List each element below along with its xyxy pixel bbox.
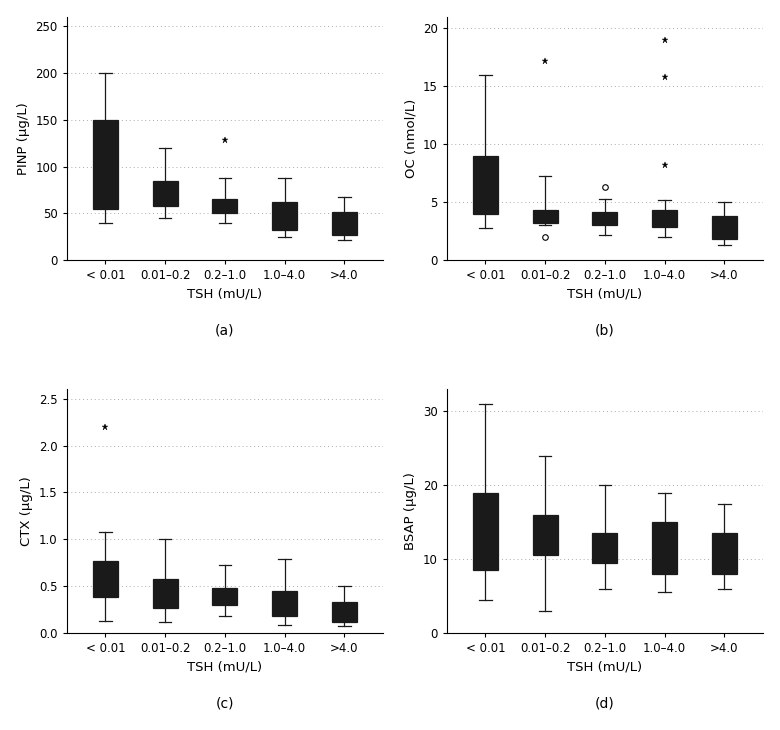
- PathPatch shape: [712, 216, 737, 239]
- PathPatch shape: [93, 120, 118, 209]
- PathPatch shape: [473, 493, 498, 570]
- Y-axis label: OC (nmol/L): OC (nmol/L): [404, 99, 417, 178]
- PathPatch shape: [533, 515, 558, 556]
- PathPatch shape: [212, 199, 237, 213]
- PathPatch shape: [153, 180, 178, 206]
- PathPatch shape: [93, 561, 118, 597]
- PathPatch shape: [533, 210, 558, 223]
- PathPatch shape: [652, 522, 677, 574]
- Text: (c): (c): [215, 696, 234, 710]
- PathPatch shape: [712, 533, 737, 574]
- Text: (d): (d): [595, 696, 615, 710]
- PathPatch shape: [153, 579, 178, 607]
- X-axis label: TSH (mU/L): TSH (mU/L): [187, 288, 262, 301]
- PathPatch shape: [592, 533, 618, 563]
- PathPatch shape: [652, 210, 677, 226]
- PathPatch shape: [272, 202, 297, 230]
- X-axis label: TSH (mU/L): TSH (mU/L): [187, 661, 262, 674]
- Y-axis label: CTX (μg/L): CTX (μg/L): [20, 476, 34, 546]
- Text: (b): (b): [595, 323, 615, 337]
- Y-axis label: PINP (μg/L): PINP (μg/L): [16, 102, 30, 175]
- Y-axis label: BSAP (μg/L): BSAP (μg/L): [404, 472, 417, 550]
- PathPatch shape: [212, 588, 237, 604]
- X-axis label: TSH (mU/L): TSH (mU/L): [567, 288, 643, 301]
- PathPatch shape: [332, 212, 357, 235]
- PathPatch shape: [332, 602, 357, 622]
- PathPatch shape: [592, 212, 618, 226]
- Text: (a): (a): [215, 323, 235, 337]
- PathPatch shape: [473, 156, 498, 214]
- PathPatch shape: [272, 591, 297, 616]
- X-axis label: TSH (mU/L): TSH (mU/L): [567, 661, 643, 674]
